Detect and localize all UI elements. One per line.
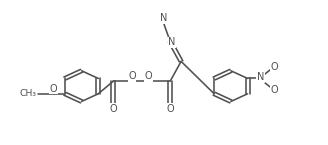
- Text: O: O: [50, 84, 57, 94]
- Text: O: O: [145, 71, 152, 81]
- Text: N: N: [256, 72, 264, 82]
- Text: O: O: [128, 71, 136, 81]
- Text: O: O: [271, 62, 278, 71]
- Text: O: O: [166, 104, 174, 114]
- Text: N: N: [168, 37, 175, 47]
- Text: O: O: [110, 104, 117, 114]
- Text: O: O: [271, 85, 278, 95]
- Text: CH₃: CH₃: [20, 89, 37, 98]
- Text: N: N: [160, 13, 168, 23]
